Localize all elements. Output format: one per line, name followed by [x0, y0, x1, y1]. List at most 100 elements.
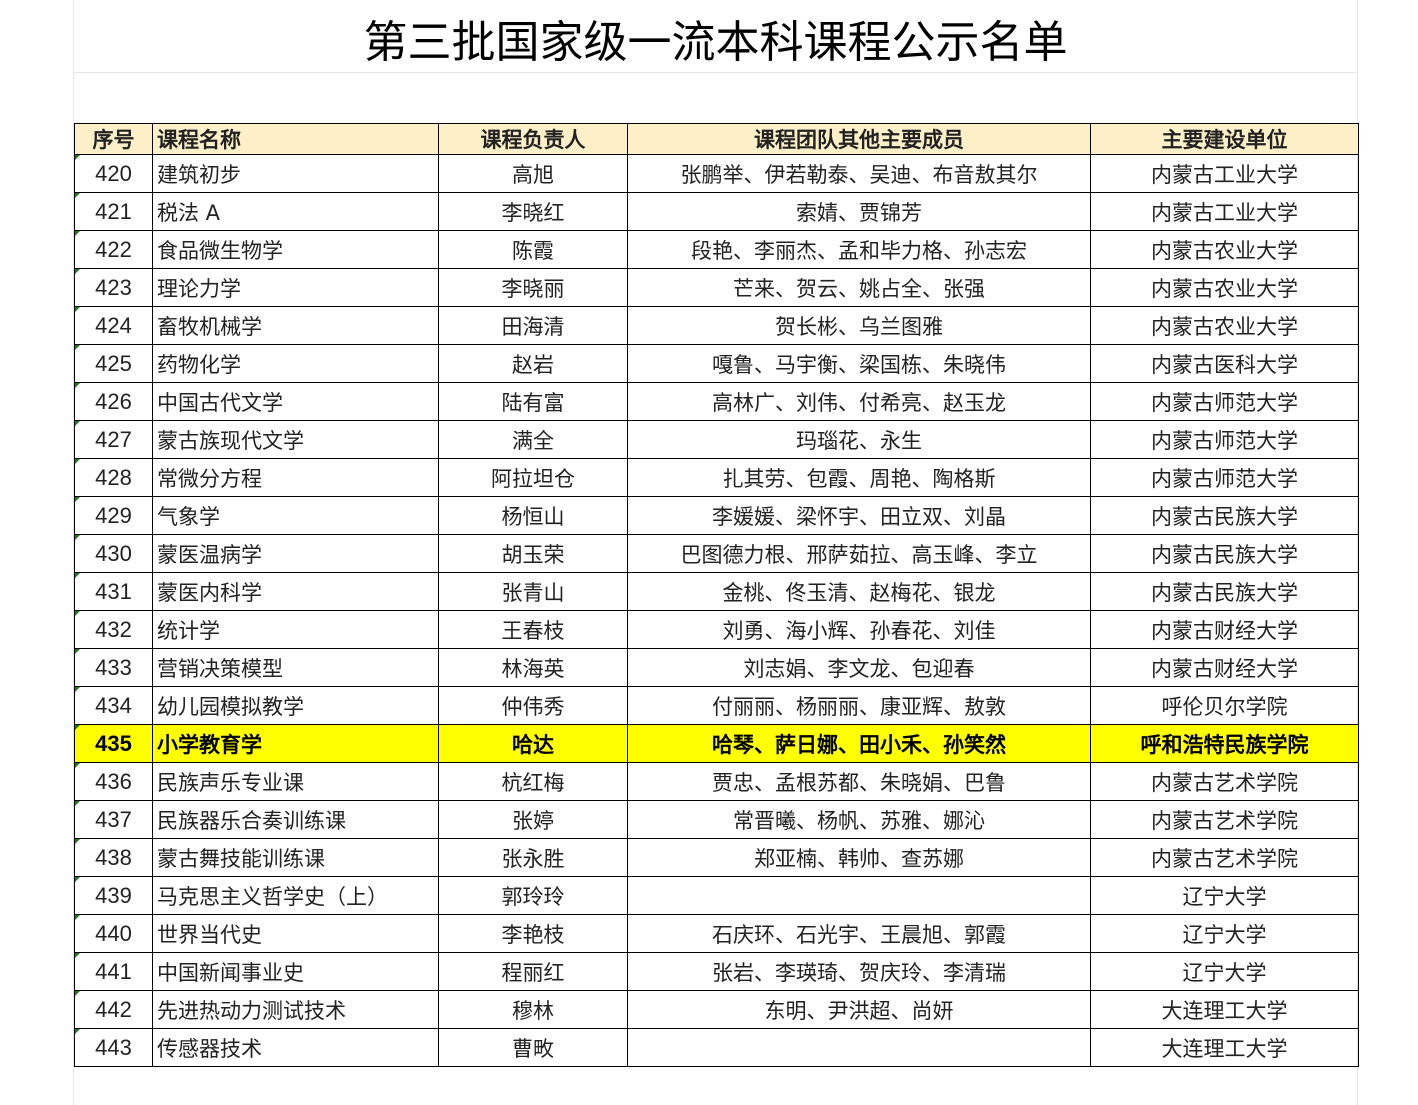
cell-course-name[interactable]: 民族声乐专业课 [152, 762, 439, 801]
cell-lead[interactable]: 高旭 [438, 154, 628, 193]
cell-no[interactable]: 427 [74, 420, 153, 459]
cell-no[interactable]: 438 [74, 838, 153, 877]
cell-unit[interactable]: 内蒙古艺术学院 [1090, 762, 1359, 801]
cell-no[interactable]: 425 [74, 344, 153, 383]
cell-course-name[interactable]: 气象学 [152, 496, 439, 535]
cell-members[interactable]: 张鹏举、伊若勒泰、吴迪、布音敖其尔 [627, 154, 1091, 193]
cell-no[interactable]: 423 [74, 268, 153, 307]
cell-course-name[interactable]: 蒙古舞技能训练课 [152, 838, 439, 877]
cell-members[interactable] [627, 1028, 1091, 1067]
cell-unit[interactable]: 呼伦贝尔学院 [1090, 686, 1359, 725]
cell-course-name[interactable]: 幼儿园模拟教学 [152, 686, 439, 725]
cell-unit[interactable]: 内蒙古工业大学 [1090, 192, 1359, 231]
cell-unit[interactable]: 辽宁大学 [1090, 876, 1359, 915]
cell-course-name[interactable]: 小学教育学 [152, 724, 439, 763]
cell-members[interactable]: 刘勇、海小辉、孙春花、刘佳 [627, 610, 1091, 649]
cell-no[interactable]: 434 [74, 686, 153, 725]
cell-members[interactable]: 张岩、李瑛琦、贺庆玲、李清瑞 [627, 952, 1091, 991]
cell-lead[interactable]: 王春枝 [438, 610, 628, 649]
cell-lead[interactable]: 杨恒山 [438, 496, 628, 535]
cell-unit[interactable]: 内蒙古农业大学 [1090, 268, 1359, 307]
cell-unit[interactable]: 内蒙古民族大学 [1090, 496, 1359, 535]
cell-no[interactable]: 426 [74, 382, 153, 421]
cell-members[interactable]: 刘志娟、李文龙、包迎春 [627, 648, 1091, 687]
cell-course-name[interactable]: 先进热动力测试技术 [152, 990, 439, 1029]
cell-members[interactable]: 高林广、刘伟、付希亮、赵玉龙 [627, 382, 1091, 421]
cell-course-name[interactable]: 传感器技术 [152, 1028, 439, 1067]
cell-unit[interactable]: 呼和浩特民族学院 [1090, 724, 1359, 763]
cell-no[interactable]: 421 [74, 192, 153, 231]
cell-unit[interactable]: 内蒙古师范大学 [1090, 420, 1359, 459]
cell-no[interactable]: 431 [74, 572, 153, 611]
cell-course-name[interactable]: 蒙医温病学 [152, 534, 439, 573]
cell-no[interactable]: 436 [74, 762, 153, 801]
cell-course-name[interactable]: 畜牧机械学 [152, 306, 439, 345]
cell-no[interactable]: 440 [74, 914, 153, 953]
cell-lead[interactable]: 穆林 [438, 990, 628, 1029]
cell-course-name[interactable]: 营销决策模型 [152, 648, 439, 687]
cell-unit[interactable]: 内蒙古医科大学 [1090, 344, 1359, 383]
cell-lead[interactable]: 田海清 [438, 306, 628, 345]
cell-course-name[interactable]: 马克思主义哲学史（上） [152, 876, 439, 915]
cell-members[interactable]: 哈琴、萨日娜、田小禾、孙笑然 [627, 724, 1091, 763]
cell-course-name[interactable]: 药物化学 [152, 344, 439, 383]
cell-members[interactable] [627, 876, 1091, 915]
cell-course-name[interactable]: 中国新闻事业史 [152, 952, 439, 991]
cell-members[interactable]: 李媛媛、梁怀宇、田立双、刘晶 [627, 496, 1091, 535]
cell-no[interactable]: 432 [74, 610, 153, 649]
cell-lead[interactable]: 满全 [438, 420, 628, 459]
cell-lead[interactable]: 胡玉荣 [438, 534, 628, 573]
cell-lead[interactable]: 阿拉坦仓 [438, 458, 628, 497]
cell-lead[interactable]: 林海英 [438, 648, 628, 687]
cell-unit[interactable]: 辽宁大学 [1090, 952, 1359, 991]
cell-lead[interactable]: 张永胜 [438, 838, 628, 877]
cell-unit[interactable]: 辽宁大学 [1090, 914, 1359, 953]
cell-no[interactable]: 435 [74, 724, 153, 763]
cell-lead[interactable]: 张婷 [438, 800, 628, 839]
cell-lead[interactable]: 哈达 [438, 724, 628, 763]
cell-members[interactable]: 石庆环、石光宇、王晨旭、郭霞 [627, 914, 1091, 953]
cell-course-name[interactable]: 蒙古族现代文学 [152, 420, 439, 459]
cell-members[interactable]: 嘎鲁、马宇衡、梁国栋、朱晓伟 [627, 344, 1091, 383]
cell-members[interactable]: 玛瑙花、永生 [627, 420, 1091, 459]
cell-course-name[interactable]: 统计学 [152, 610, 439, 649]
cell-course-name[interactable]: 世界当代史 [152, 914, 439, 953]
cell-members[interactable]: 段艳、李丽杰、孟和毕力格、孙志宏 [627, 230, 1091, 269]
cell-members[interactable]: 索婧、贾锦芳 [627, 192, 1091, 231]
cell-course-name[interactable]: 民族器乐合奏训练课 [152, 800, 439, 839]
cell-course-name[interactable]: 中国古代文学 [152, 382, 439, 421]
cell-unit[interactable]: 内蒙古农业大学 [1090, 230, 1359, 269]
cell-course-name[interactable]: 税法 A [152, 192, 439, 231]
cell-course-name[interactable]: 建筑初步 [152, 154, 439, 193]
cell-lead[interactable]: 陆有富 [438, 382, 628, 421]
cell-members[interactable]: 付丽丽、杨丽丽、康亚辉、敖敦 [627, 686, 1091, 725]
cell-unit[interactable]: 内蒙古财经大学 [1090, 610, 1359, 649]
cell-course-name[interactable]: 常微分方程 [152, 458, 439, 497]
cell-no[interactable]: 441 [74, 952, 153, 991]
cell-course-name[interactable]: 理论力学 [152, 268, 439, 307]
cell-no[interactable]: 430 [74, 534, 153, 573]
cell-unit[interactable]: 内蒙古民族大学 [1090, 572, 1359, 611]
cell-unit[interactable]: 内蒙古艺术学院 [1090, 838, 1359, 877]
cell-members[interactable]: 金桃、佟玉清、赵梅花、银龙 [627, 572, 1091, 611]
cell-lead[interactable]: 李晓红 [438, 192, 628, 231]
cell-no[interactable]: 433 [74, 648, 153, 687]
cell-lead[interactable]: 陈霞 [438, 230, 628, 269]
cell-no[interactable]: 437 [74, 800, 153, 839]
cell-lead[interactable]: 曹畋 [438, 1028, 628, 1067]
cell-no[interactable]: 443 [74, 1028, 153, 1067]
cell-lead[interactable]: 赵岩 [438, 344, 628, 383]
cell-members[interactable]: 常晋曦、杨帆、苏雅、娜沁 [627, 800, 1091, 839]
cell-course-name[interactable]: 食品微生物学 [152, 230, 439, 269]
cell-course-name[interactable]: 蒙医内科学 [152, 572, 439, 611]
cell-unit[interactable]: 大连理工大学 [1090, 1028, 1359, 1067]
cell-lead[interactable]: 李艳枝 [438, 914, 628, 953]
cell-no[interactable]: 429 [74, 496, 153, 535]
cell-members[interactable]: 贺长彬、乌兰图雅 [627, 306, 1091, 345]
cell-no[interactable]: 428 [74, 458, 153, 497]
cell-lead[interactable]: 仲伟秀 [438, 686, 628, 725]
cell-lead[interactable]: 张青山 [438, 572, 628, 611]
cell-no[interactable]: 439 [74, 876, 153, 915]
cell-lead[interactable]: 郭玲玲 [438, 876, 628, 915]
cell-lead[interactable]: 李晓丽 [438, 268, 628, 307]
